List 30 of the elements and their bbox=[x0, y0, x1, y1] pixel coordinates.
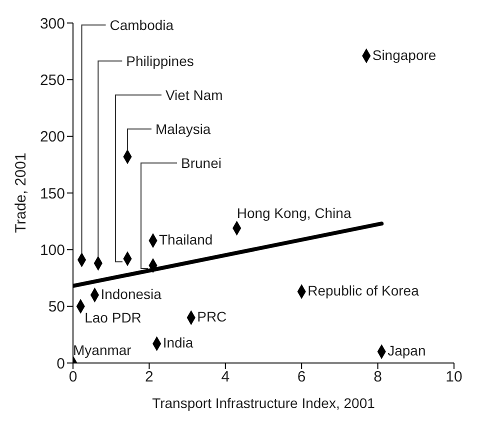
annotation: Thailand bbox=[159, 232, 213, 248]
y-tick-label: 300 bbox=[40, 15, 65, 32]
annotation: PRC bbox=[197, 308, 227, 325]
annotation: Singapore bbox=[372, 46, 436, 63]
x-tick-label: 2 bbox=[145, 368, 154, 386]
annotation: Republic of Korea bbox=[308, 282, 420, 299]
annotation: Myanmar bbox=[73, 342, 132, 358]
y-tick-label: 250 bbox=[40, 72, 65, 89]
y-tick-label: 50 bbox=[48, 298, 65, 316]
annotation: Indonesia bbox=[100, 286, 162, 302]
annotation: Japan bbox=[388, 342, 426, 359]
y-axis-title: Trade, 2001 bbox=[12, 152, 30, 233]
annotation: India bbox=[162, 334, 194, 351]
annotation: Viet Nam bbox=[165, 87, 223, 103]
annotation: Malaysia bbox=[155, 121, 211, 137]
x-tick-label: 0 bbox=[68, 368, 78, 386]
annotation: Hong Kong, China bbox=[236, 205, 352, 222]
x-tick-label: 8 bbox=[374, 368, 382, 386]
x-axis-title: Transport Infrastructure Index, 2001 bbox=[152, 395, 376, 411]
annotation: Lao PDR bbox=[84, 309, 142, 326]
y-tick-label: 100 bbox=[40, 242, 65, 259]
y-tick-label: 150 bbox=[40, 185, 65, 202]
annotation: Philippines bbox=[126, 53, 194, 69]
annotation: Cambodia bbox=[110, 17, 174, 33]
annotation: Brunei bbox=[181, 155, 222, 171]
x-tick-label: 4 bbox=[221, 368, 230, 386]
x-tick-label: 10 bbox=[446, 368, 462, 386]
y-tick-label: 0 bbox=[56, 355, 65, 372]
x-tick-label: 6 bbox=[297, 368, 306, 386]
y-tick-label: 200 bbox=[40, 128, 65, 146]
